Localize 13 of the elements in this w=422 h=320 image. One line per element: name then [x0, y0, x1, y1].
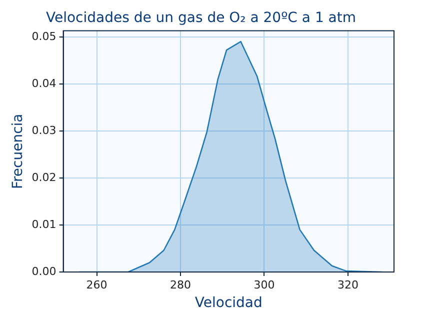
y-tick-label: 0.03: [32, 124, 56, 137]
y-tick-label: 0.02: [32, 170, 56, 184]
y-tick-label: 0.01: [32, 218, 56, 231]
y-tick-label: 0.00: [32, 264, 56, 278]
y-axis-title: Frecuencia: [10, 114, 26, 190]
x-tick-label: 300: [254, 278, 275, 292]
x-tick-label: 320: [337, 278, 358, 292]
y-tick-label: 0.05: [32, 30, 56, 43]
x-axis-title: Velocidad: [194, 295, 262, 312]
x-tick-label: 280: [170, 278, 192, 292]
y-tick-label: 0.04: [32, 76, 56, 90]
x-tick-label: 260: [86, 278, 108, 292]
chart-title: Velocidades de un gas de O₂ a 20ºC a 1 atm: [46, 10, 356, 26]
